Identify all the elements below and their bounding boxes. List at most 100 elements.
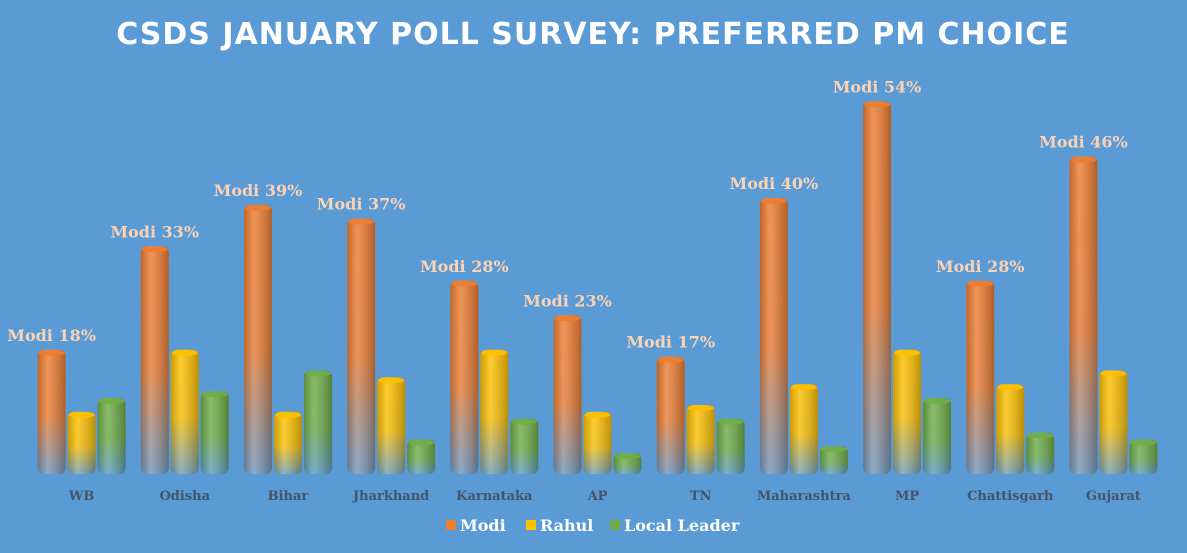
data-label-karnataka: Modi 28% [420,257,509,276]
bar-cap-local-leader-wb [98,398,125,405]
bar-shading-rahul-bihar [273,411,302,474]
data-label-mp: Modi 54% [833,77,922,96]
legend-label-rahul: Rahul [540,516,593,535]
bar-cap-modi-wb [38,349,65,356]
bar-shading-modi-odisha [140,246,169,474]
bar-cap-rahul-bihar [274,411,301,418]
bar-cap-local-leader-gujarat [1130,439,1157,446]
bar-cap-local-leader-bihar [304,370,331,377]
bar-cap-local-leader-odisha [201,391,228,398]
bar-shading-rahul-jharkhand [377,377,406,474]
bar-cap-local-leader-jharkhand [408,439,435,446]
bar-cap-rahul-mp [894,349,921,356]
bar-shading-rahul-mp [893,349,922,474]
bar-cap-rahul-wb [68,411,95,418]
legend-swatch-modi [446,520,456,530]
bar-cap-modi-jharkhand [348,218,375,225]
category-label-ap: AP [587,489,608,504]
bar-cap-local-leader-tn [717,418,744,425]
bar-cap-modi-ap [554,315,581,322]
bar-cap-modi-gujarat [1070,156,1097,163]
bar-shading-modi-bihar [243,204,272,474]
bar-shading-modi-jharkhand [347,218,376,474]
category-label-wb: WB [68,489,95,504]
category-label-bihar: Bihar [268,489,309,504]
bar-cap-rahul-karnataka [481,349,508,356]
bar-shading-modi-maharashtra [759,198,788,474]
bar-shading-rahul-gujarat [1099,370,1128,474]
data-label-maharashtra: Modi 40% [730,174,819,193]
data-label-odisha: Modi 33% [110,222,199,241]
bar-cap-rahul-gujarat [1100,370,1127,377]
bar-cap-modi-karnataka [451,280,478,287]
bar-shading-rahul-odisha [170,349,199,474]
bar-shading-local-leader-jharkhand [407,439,436,474]
category-label-tn: TN [690,489,712,504]
bar-shading-rahul-ap [583,411,612,474]
data-label-tn: Modi 17% [626,333,715,352]
bar-shading-rahul-tn [686,405,715,474]
category-label-karnataka: Karnataka [456,489,533,504]
bars-layer [37,101,1158,475]
category-label-chattisgarh: Chattisgarh [967,489,1054,504]
data-label-ap: Modi 23% [523,291,612,310]
bar-cap-modi-tn [657,356,684,363]
bar-shading-modi-tn [656,356,685,474]
bar-cap-rahul-ap [584,411,611,418]
category-label-odisha: Odisha [159,489,210,504]
bar-shading-local-leader-maharashtra [819,446,848,474]
chart-title: CSDS JANUARY POLL SURVEY: PREFERRED PM C… [116,17,1070,52]
legend-item-modi: Modi [446,516,506,535]
category-label-mp: MP [895,489,919,504]
data-labels-layer: Modi 18% Modi 33% Modi 39% Modi 37% Modi 28%… [7,77,1128,351]
legend-item-local-leader: Local Leader [610,516,740,535]
data-label-bihar: Modi 39% [214,181,303,200]
bar-shading-modi-chattisgarh [966,280,995,474]
bar-cap-modi-odisha [141,246,168,253]
bar-cap-local-leader-mp [924,398,951,405]
category-label-jharkhand: Jharkhand [352,489,429,504]
bar-shading-local-leader-wb [97,398,126,474]
legend-label-local-leader: Local Leader [624,516,740,535]
category-labels-layer: WB Odisha Bihar Jharkhand Karnataka AP TN Mahar… [68,489,1141,504]
legend-swatch-local-leader [610,520,620,530]
legend-swatch-rahul [526,520,536,530]
bar-shading-rahul-karnataka [480,349,509,474]
bar-cap-rahul-tn [687,405,714,411]
category-label-maharashtra: Maharashtra [757,489,852,504]
data-label-chattisgarh: Modi 28% [936,257,1025,276]
bar-cap-local-leader-maharashtra [820,446,847,453]
bar-cap-modi-mp [864,101,891,108]
bar-cap-rahul-jharkhand [378,377,405,384]
bar-shading-local-leader-gujarat [1129,439,1158,474]
bar-shading-rahul-maharashtra [789,384,818,474]
legend-label-modi: Modi [460,516,506,535]
bar-shading-modi-karnataka [450,280,479,474]
bar-shading-modi-ap [553,315,582,474]
bar-shading-local-leader-chattisgarh [1026,432,1055,474]
category-label-gujarat: Gujarat [1086,489,1141,504]
bar-shading-rahul-wb [67,411,96,474]
bar-cap-modi-chattisgarh [967,280,994,287]
data-label-gujarat: Modi 46% [1039,133,1128,152]
legend-item-rahul: Rahul [526,516,593,535]
bar-shading-local-leader-mp [923,398,952,474]
bar-shading-modi-mp [863,101,892,475]
bar-shading-local-leader-karnataka [510,418,539,474]
bar-cap-modi-bihar [244,204,271,211]
bar-shading-local-leader-odisha [200,391,229,474]
bar-cap-local-leader-karnataka [511,418,538,425]
bar-shading-modi-wb [37,349,66,474]
bar-shading-local-leader-tn [716,418,745,474]
bar-cap-rahul-chattisgarh [997,384,1024,391]
bar-cap-local-leader-ap [614,453,641,460]
data-label-jharkhand: Modi 37% [317,195,406,214]
legend: Modi Rahul Local Leader [446,516,740,535]
bar-shading-rahul-chattisgarh [996,384,1025,474]
bar-cap-modi-maharashtra [760,198,787,204]
data-label-wb: Modi 18% [7,326,96,345]
bar-cap-local-leader-chattisgarh [1027,432,1054,439]
bar-cap-rahul-odisha [171,349,198,356]
